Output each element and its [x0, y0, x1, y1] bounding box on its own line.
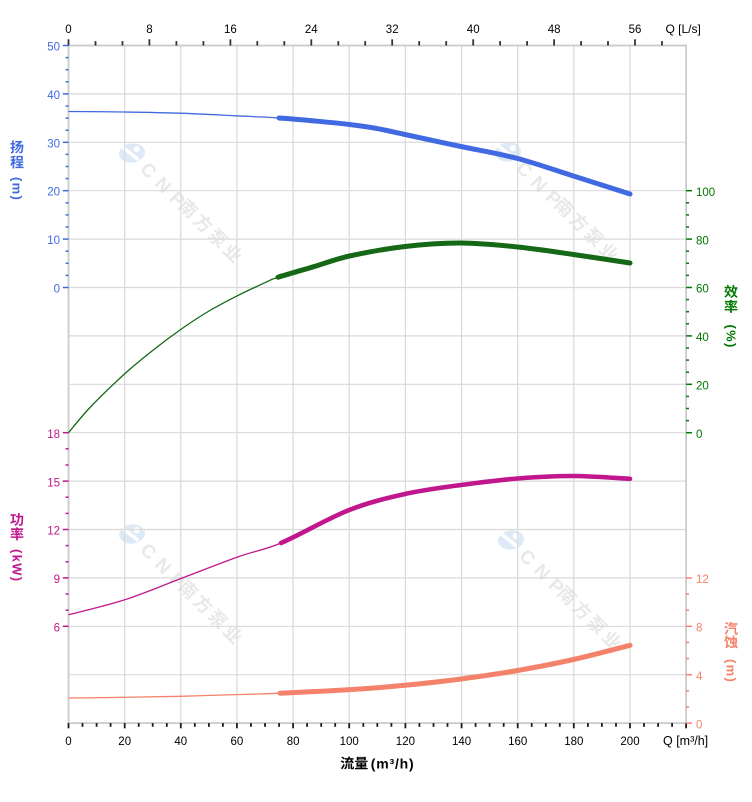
svg-text:0: 0: [54, 284, 60, 296]
svg-text:100: 100: [340, 736, 359, 748]
svg-text:100: 100: [696, 187, 715, 199]
svg-text:4: 4: [696, 671, 703, 683]
svg-text:0: 0: [65, 736, 71, 748]
svg-text:(m): (m): [724, 659, 739, 683]
svg-text:48: 48: [548, 24, 561, 36]
svg-text:40: 40: [696, 332, 709, 344]
svg-text:Q [L/s]: Q [L/s]: [666, 22, 701, 36]
svg-text:30: 30: [47, 138, 60, 150]
svg-text:56: 56: [629, 24, 642, 36]
svg-text:12: 12: [696, 574, 709, 586]
svg-text:20: 20: [118, 736, 131, 748]
svg-text:18: 18: [47, 429, 60, 441]
svg-text:(m³/h): (m³/h): [371, 755, 415, 771]
svg-text:9: 9: [54, 574, 60, 586]
svg-text:40: 40: [467, 24, 480, 36]
svg-text:6: 6: [54, 623, 60, 635]
svg-text:Q [m³/h]: Q [m³/h]: [663, 734, 708, 748]
svg-text:60: 60: [231, 736, 244, 748]
svg-text:8: 8: [696, 623, 702, 635]
svg-text:40: 40: [47, 90, 60, 102]
svg-text:50: 50: [47, 42, 60, 54]
svg-text:12: 12: [47, 526, 60, 538]
svg-text:160: 160: [508, 736, 527, 748]
svg-text:60: 60: [696, 284, 709, 296]
svg-text:(%): (%): [724, 325, 739, 349]
svg-text:200: 200: [620, 736, 639, 748]
svg-text:(m): (m): [10, 177, 25, 201]
svg-text:20: 20: [47, 187, 60, 199]
svg-text:80: 80: [696, 235, 709, 247]
svg-text:16: 16: [224, 24, 237, 36]
svg-text:20: 20: [696, 381, 709, 393]
svg-text:8: 8: [146, 24, 152, 36]
svg-text:120: 120: [396, 736, 415, 748]
svg-text:15: 15: [47, 477, 60, 489]
svg-text:0: 0: [65, 24, 71, 36]
svg-text:180: 180: [564, 736, 583, 748]
svg-text:40: 40: [174, 736, 187, 748]
svg-text:(kW): (kW): [10, 549, 25, 582]
svg-text:32: 32: [386, 24, 399, 36]
svg-text:140: 140: [452, 736, 471, 748]
svg-text:24: 24: [305, 24, 318, 36]
svg-text:80: 80: [287, 736, 300, 748]
svg-text:10: 10: [47, 235, 60, 247]
svg-text:0: 0: [696, 429, 702, 441]
svg-text:0: 0: [696, 719, 702, 731]
